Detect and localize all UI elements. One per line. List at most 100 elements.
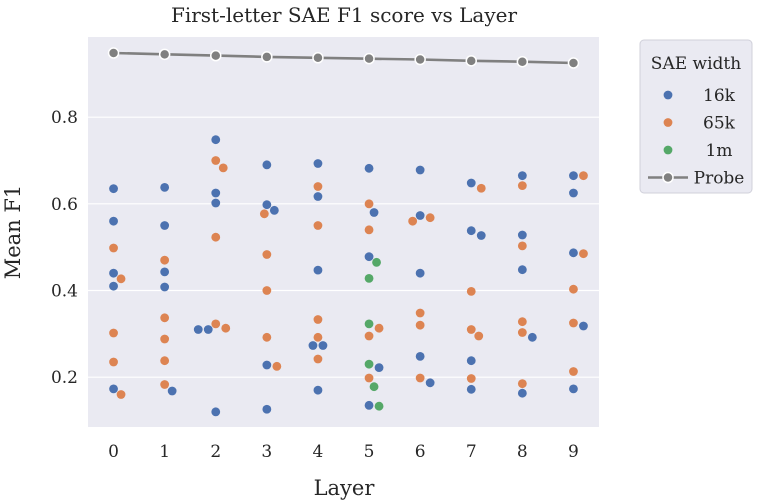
point-65k — [218, 163, 228, 173]
point-65k — [364, 373, 374, 383]
point-65k — [476, 183, 486, 193]
point-16k — [569, 188, 578, 198]
point-16k — [415, 211, 425, 220]
probe-line — [113, 51, 574, 65]
point-16k — [579, 321, 588, 331]
point-16k — [313, 265, 323, 275]
point-65k — [579, 249, 588, 259]
point-16k — [569, 171, 578, 181]
point-65k — [517, 328, 527, 337]
legend-label-16k: 16k — [703, 86, 736, 106]
probe-point — [363, 52, 375, 65]
point-16k — [269, 205, 279, 215]
point-65k — [569, 367, 578, 376]
point-65k — [364, 225, 374, 235]
point-16k — [109, 216, 118, 226]
point-16k — [308, 341, 318, 350]
x-tick-label: 9 — [568, 442, 579, 462]
point-65k — [313, 221, 323, 230]
y-tick-labels: 0.2 0.4 0.6 0.8 — [51, 108, 78, 388]
point-65k — [221, 323, 231, 333]
point-1m — [364, 359, 374, 369]
point-16k — [527, 332, 537, 342]
point-16k — [262, 160, 272, 170]
point-16k — [262, 200, 272, 210]
probe-point — [312, 52, 324, 64]
y-tick-label: 0.6 — [51, 195, 78, 215]
point-65k — [160, 356, 170, 366]
point-16k — [211, 407, 221, 417]
legend-label-65k: 65k — [703, 114, 736, 134]
point-16k — [415, 268, 425, 278]
point-16k — [425, 378, 435, 388]
probe-point — [107, 47, 120, 59]
point-16k — [167, 386, 177, 396]
point-65k — [116, 274, 126, 284]
x-tick-label: 8 — [517, 442, 528, 462]
point-16k — [318, 341, 328, 350]
point-65k — [160, 380, 170, 389]
point-16k — [313, 385, 323, 395]
legend-marker-65k — [663, 118, 673, 127]
point-16k — [211, 188, 221, 198]
point-16k — [160, 282, 170, 292]
legend-marker-probe — [662, 171, 674, 184]
legend-box — [639, 39, 753, 194]
point-65k — [517, 317, 527, 327]
point-16k — [109, 184, 118, 194]
point-16k — [313, 159, 323, 168]
x-tick-label: 3 — [261, 442, 272, 462]
point-65k — [313, 315, 323, 324]
probe-series — [107, 47, 580, 69]
point-65k — [262, 286, 272, 295]
point-16k — [466, 178, 476, 188]
point-65k — [160, 255, 170, 265]
x-tick-label: 5 — [364, 442, 375, 462]
point-65k — [466, 325, 476, 334]
point-65k — [415, 373, 425, 383]
point-16k — [466, 356, 476, 366]
point-16k — [569, 248, 578, 258]
legend-label-1m: 1m — [706, 141, 733, 161]
point-16k — [160, 221, 170, 230]
point-65k — [374, 323, 384, 333]
point-16k — [374, 363, 384, 373]
point-65k — [466, 374, 476, 383]
point-65k — [272, 361, 282, 371]
point-16k — [369, 208, 379, 217]
probe-point — [261, 51, 273, 63]
point-1m — [374, 401, 384, 411]
x-tick-labels: 0 1 2 3 4 5 6 7 8 9 — [108, 442, 579, 462]
point-65k — [517, 181, 527, 191]
y-tick-label: 0.4 — [51, 282, 78, 302]
point-65k — [109, 328, 118, 338]
point-16k — [109, 281, 118, 291]
point-1m — [364, 319, 374, 329]
point-16k — [364, 400, 374, 410]
point-16k — [193, 325, 203, 334]
legend-entries: 16k 65k 1m Probe — [648, 86, 744, 189]
point-65k — [211, 156, 221, 165]
legend-marker-1m — [663, 145, 673, 155]
point-16k — [109, 384, 118, 394]
point-65k — [109, 243, 118, 253]
probe-point — [465, 55, 477, 67]
point-16k — [517, 265, 527, 275]
probe-point — [158, 48, 171, 61]
point-16k — [160, 267, 170, 277]
point-65k — [109, 357, 118, 367]
point-1m — [369, 382, 379, 392]
point-65k — [313, 332, 323, 342]
point-16k — [517, 171, 527, 181]
x-tick-label: 0 — [108, 442, 119, 462]
probe-point — [567, 57, 580, 69]
point-65k — [517, 379, 527, 389]
point-65k — [211, 232, 221, 242]
point-65k — [579, 171, 588, 181]
point-16k — [364, 252, 374, 262]
scatter-points — [109, 135, 588, 417]
point-65k — [116, 390, 126, 399]
point-1m — [372, 257, 381, 267]
y-axis-title: Mean F1 — [1, 185, 25, 280]
